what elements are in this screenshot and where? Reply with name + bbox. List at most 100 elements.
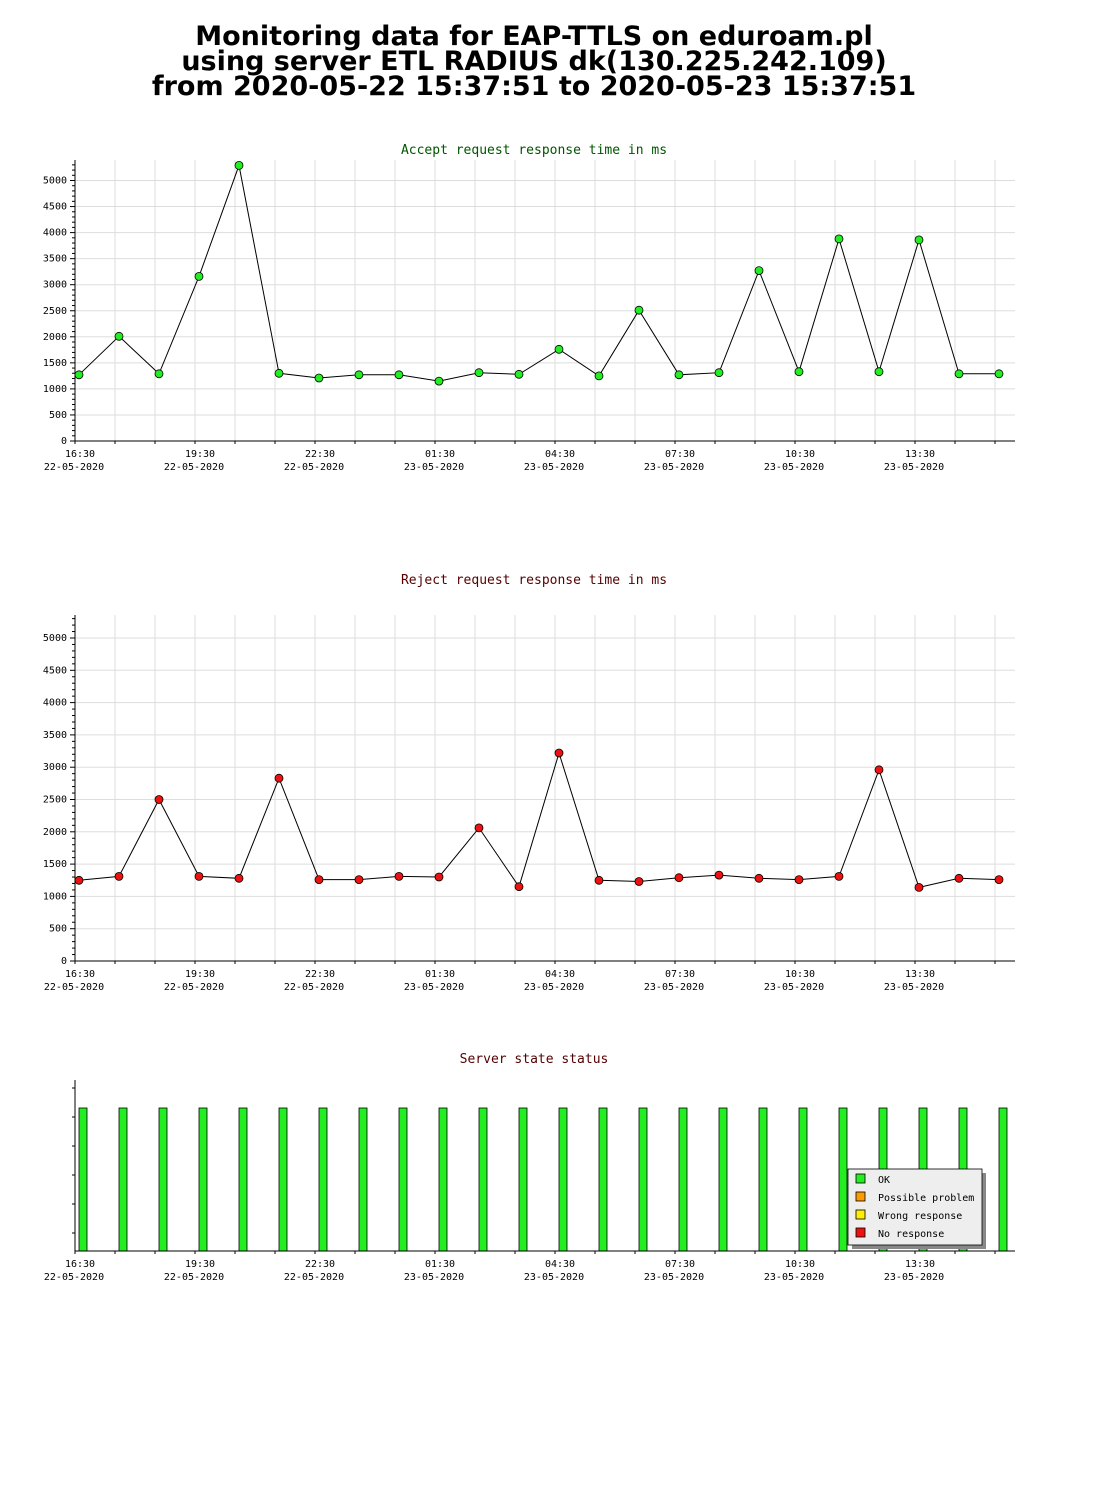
legend-swatch — [855, 1209, 866, 1220]
data-point — [314, 875, 324, 884]
legend-label: Possible problem — [878, 1193, 974, 1204]
server-status-chart: Server state status 16:30 22-05-2020 19:30 2… — [44, 1052, 1015, 1283]
data-point — [274, 773, 284, 783]
data-point — [194, 271, 204, 281]
y-tick-label: 2000 — [43, 332, 67, 343]
status-bar — [838, 1107, 848, 1252]
data-point — [554, 748, 564, 758]
status-bar — [78, 1107, 88, 1252]
y-tick-label: 3500 — [43, 730, 67, 741]
data-point — [594, 371, 604, 381]
status-bar — [158, 1107, 168, 1252]
x-tick-label-time: 07:30 — [665, 969, 695, 980]
data-point — [394, 370, 404, 380]
data-point — [834, 872, 844, 881]
y-tick-label: 1000 — [43, 384, 67, 395]
x-tick-label-date: 23-05-2020 — [404, 982, 464, 993]
y-tick-label: 4500 — [43, 665, 67, 676]
legend-swatch — [855, 1173, 866, 1184]
x-tick-label-time: 01:30 — [425, 449, 455, 460]
x-tick-label-time: 13:30 — [905, 969, 935, 980]
x-tick-label-date: 22-05-2020 — [164, 982, 224, 993]
data-point — [434, 872, 444, 882]
status-bar — [998, 1107, 1008, 1252]
data-point — [234, 160, 244, 170]
legend-label: No response — [878, 1229, 944, 1240]
y-tick-label: 4000 — [43, 698, 67, 709]
x-tick-label-date: 23-05-2020 — [404, 1272, 464, 1283]
title-line-2: using server ETL RADIUS dk(130.225.242.1… — [181, 46, 887, 77]
y-tick-label: 3000 — [43, 280, 67, 291]
data-point — [634, 877, 644, 886]
status-bar — [118, 1107, 128, 1252]
status-bar — [598, 1107, 608, 1252]
status-bar — [278, 1107, 288, 1252]
x-tick-label-time: 04:30 — [545, 969, 575, 980]
data-point — [754, 266, 764, 276]
data-point — [754, 873, 764, 883]
x-tick-label-time: 01:30 — [425, 969, 455, 980]
x-tick-label-time: 19:30 — [185, 1259, 215, 1270]
x-tick-label-date: 23-05-2020 — [764, 462, 824, 473]
status-bar — [718, 1107, 728, 1252]
data-point — [114, 872, 124, 881]
x-tick-label-time: 04:30 — [545, 449, 575, 460]
y-tick-label: 3000 — [43, 762, 67, 773]
data-point — [474, 368, 484, 378]
status-bar — [398, 1107, 408, 1252]
y-tick-label: 3500 — [43, 254, 67, 265]
data-point — [874, 367, 884, 377]
data-point — [874, 765, 884, 775]
y-tick-label: 500 — [49, 410, 67, 421]
y-tick-label: 0 — [61, 436, 67, 447]
x-tick-label-date: 23-05-2020 — [644, 982, 704, 993]
data-point — [994, 875, 1004, 884]
data-point — [914, 235, 924, 245]
data-point — [154, 795, 164, 804]
data-point — [914, 883, 924, 892]
data-point — [994, 369, 1004, 379]
data-point — [794, 367, 804, 377]
chart-title: Server state status — [460, 1052, 609, 1067]
data-point — [154, 369, 164, 379]
data-point — [354, 875, 364, 884]
data-point — [194, 872, 204, 881]
data-point — [674, 873, 684, 883]
x-tick-label-time: 13:30 — [905, 1259, 935, 1270]
status-bar — [518, 1107, 528, 1252]
legend-label: OK — [878, 1175, 890, 1186]
x-tick-label-time: 10:30 — [785, 449, 815, 460]
x-tick-label-date: 23-05-2020 — [644, 462, 704, 473]
x-tick-label-date: 23-05-2020 — [764, 1272, 824, 1283]
y-tick-label: 2500 — [43, 306, 67, 317]
x-tick-label-time: 13:30 — [905, 449, 935, 460]
data-point — [434, 376, 444, 386]
data-point — [954, 873, 964, 883]
status-bar — [318, 1107, 328, 1252]
x-tick-label-date: 23-05-2020 — [644, 1272, 704, 1283]
x-tick-label-time: 19:30 — [185, 449, 215, 460]
y-tick-label: 4000 — [43, 228, 67, 239]
x-tick-label-time: 10:30 — [785, 1259, 815, 1270]
status-bar — [198, 1107, 208, 1252]
x-tick-label-date: 22-05-2020 — [284, 1272, 344, 1283]
data-point — [74, 370, 84, 380]
series-line — [78, 751, 1000, 888]
status-bar — [438, 1107, 448, 1252]
x-tick-label-date: 22-05-2020 — [44, 982, 104, 993]
x-tick-label-date: 23-05-2020 — [884, 982, 944, 993]
x-tick-label-time: 16:30 — [65, 1259, 95, 1270]
chart-title: Accept request response time in ms — [401, 143, 667, 158]
x-tick-label-date: 23-05-2020 — [524, 982, 584, 993]
data-point — [714, 368, 724, 378]
y-tick-label: 1500 — [43, 358, 67, 369]
x-tick-label-time: 22:30 — [305, 969, 335, 980]
title-line-3: from 2020-05-22 15:37:51 to 2020-05-23 1… — [151, 71, 917, 102]
data-point — [714, 870, 724, 880]
data-point — [634, 305, 644, 315]
x-tick-label-date: 23-05-2020 — [524, 462, 584, 473]
data-point — [274, 368, 284, 378]
title-line-1: Monitoring data for EAP-TTLS on eduroam.… — [195, 21, 873, 52]
x-tick-label-time: 22:30 — [305, 449, 335, 460]
